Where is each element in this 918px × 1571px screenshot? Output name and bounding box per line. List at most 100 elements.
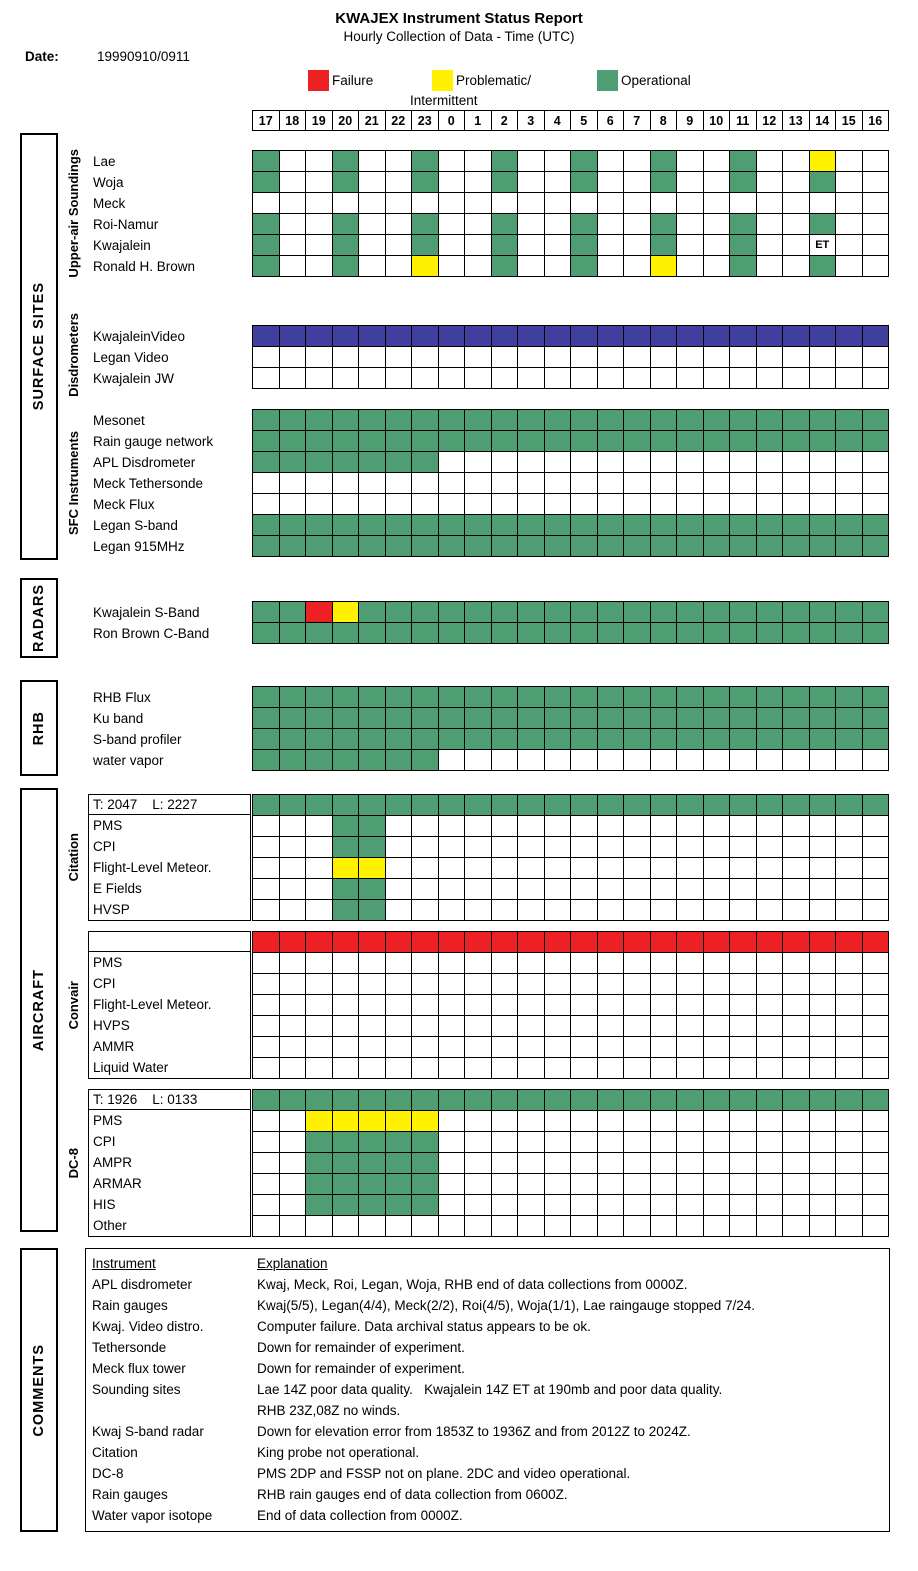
status-cell bbox=[332, 816, 359, 837]
status-cell bbox=[650, 473, 677, 494]
status-cell bbox=[518, 193, 545, 214]
status-cell bbox=[862, 623, 889, 644]
status-cell bbox=[279, 1111, 306, 1132]
status-cell bbox=[359, 1153, 386, 1174]
status-cell bbox=[809, 347, 836, 368]
status-cell bbox=[412, 1153, 439, 1174]
status-cell bbox=[253, 1016, 280, 1037]
status-cell bbox=[518, 858, 545, 879]
status-cell bbox=[650, 1111, 677, 1132]
status-cell bbox=[809, 256, 836, 277]
row-label: Kwajalein S-Band bbox=[93, 605, 200, 620]
status-cell bbox=[332, 368, 359, 389]
status-cell bbox=[306, 1016, 333, 1037]
status-cell bbox=[809, 1195, 836, 1216]
status-cell bbox=[465, 900, 492, 921]
status-cell bbox=[253, 879, 280, 900]
status-cell bbox=[359, 1195, 386, 1216]
hour-header-cell: 19 bbox=[306, 111, 333, 131]
status-cell bbox=[518, 837, 545, 858]
status-cell bbox=[571, 431, 598, 452]
status-cell bbox=[518, 995, 545, 1016]
status-cell bbox=[597, 1090, 624, 1111]
status-cell bbox=[571, 879, 598, 900]
status-cell bbox=[544, 494, 571, 515]
status-cell bbox=[756, 214, 783, 235]
status-cell bbox=[783, 1037, 810, 1058]
status-cell bbox=[253, 837, 280, 858]
status-cell bbox=[412, 816, 439, 837]
status-cell bbox=[809, 750, 836, 771]
status-cell bbox=[756, 1016, 783, 1037]
status-cell bbox=[836, 623, 863, 644]
status-cell bbox=[306, 256, 333, 277]
status-cell bbox=[465, 172, 492, 193]
status-cell bbox=[465, 431, 492, 452]
comment-row: Citation King probe not operational. bbox=[86, 1442, 889, 1463]
status-cell bbox=[624, 932, 651, 953]
status-cell bbox=[783, 816, 810, 837]
status-cell bbox=[465, 1111, 492, 1132]
status-cell bbox=[359, 729, 386, 750]
status-cell bbox=[359, 1058, 386, 1079]
status-cell bbox=[491, 1216, 518, 1237]
comment-explanation: PMS 2DP and FSSP not on plane. 2DC and v… bbox=[257, 1466, 631, 1481]
status-cell bbox=[544, 473, 571, 494]
status-cell bbox=[491, 623, 518, 644]
status-cell bbox=[518, 687, 545, 708]
status-cell bbox=[253, 368, 280, 389]
status-cell bbox=[836, 347, 863, 368]
status-cell bbox=[571, 687, 598, 708]
status-cell bbox=[544, 816, 571, 837]
status-cell bbox=[438, 1111, 465, 1132]
status-cell bbox=[412, 1132, 439, 1153]
status-cell bbox=[306, 452, 333, 473]
status-cell bbox=[306, 1037, 333, 1058]
status-cell bbox=[703, 1090, 730, 1111]
status-cell bbox=[677, 256, 704, 277]
status-cell bbox=[571, 256, 598, 277]
status-cell bbox=[597, 1132, 624, 1153]
status-cell bbox=[730, 1037, 757, 1058]
status-cell bbox=[783, 193, 810, 214]
row-label: Lae bbox=[93, 154, 116, 169]
status-cell bbox=[544, 256, 571, 277]
status-cell bbox=[624, 858, 651, 879]
status-cell bbox=[332, 536, 359, 557]
status-cell bbox=[809, 494, 836, 515]
status-cell bbox=[783, 1090, 810, 1111]
status-cell bbox=[624, 347, 651, 368]
status-cell bbox=[491, 750, 518, 771]
status-cell bbox=[306, 708, 333, 729]
section-label-aircraft: AIRCRAFT bbox=[31, 968, 47, 1052]
status-cell bbox=[571, 932, 598, 953]
status-cell bbox=[544, 1037, 571, 1058]
status-cell bbox=[624, 326, 651, 347]
status-cell bbox=[359, 602, 386, 623]
status-cell bbox=[332, 750, 359, 771]
status-cell bbox=[544, 602, 571, 623]
status-cell bbox=[465, 974, 492, 995]
status-cell bbox=[253, 816, 280, 837]
status-cell bbox=[624, 750, 651, 771]
status-cell bbox=[438, 900, 465, 921]
status-cell bbox=[571, 1216, 598, 1237]
status-cell bbox=[677, 816, 704, 837]
status-cell bbox=[491, 900, 518, 921]
status-cell bbox=[650, 193, 677, 214]
status-cell bbox=[438, 1058, 465, 1079]
status-cell bbox=[650, 172, 677, 193]
status-cell bbox=[253, 326, 280, 347]
status-cell bbox=[438, 687, 465, 708]
status-cell bbox=[332, 214, 359, 235]
status-cell bbox=[544, 1153, 571, 1174]
status-cell bbox=[809, 473, 836, 494]
status-cell bbox=[836, 1216, 863, 1237]
status-cell bbox=[677, 1090, 704, 1111]
status-cell bbox=[756, 750, 783, 771]
row-label: PMS bbox=[93, 955, 123, 970]
status-cell bbox=[253, 953, 280, 974]
status-cell bbox=[491, 795, 518, 816]
status-cell bbox=[385, 932, 412, 953]
status-cell bbox=[650, 708, 677, 729]
